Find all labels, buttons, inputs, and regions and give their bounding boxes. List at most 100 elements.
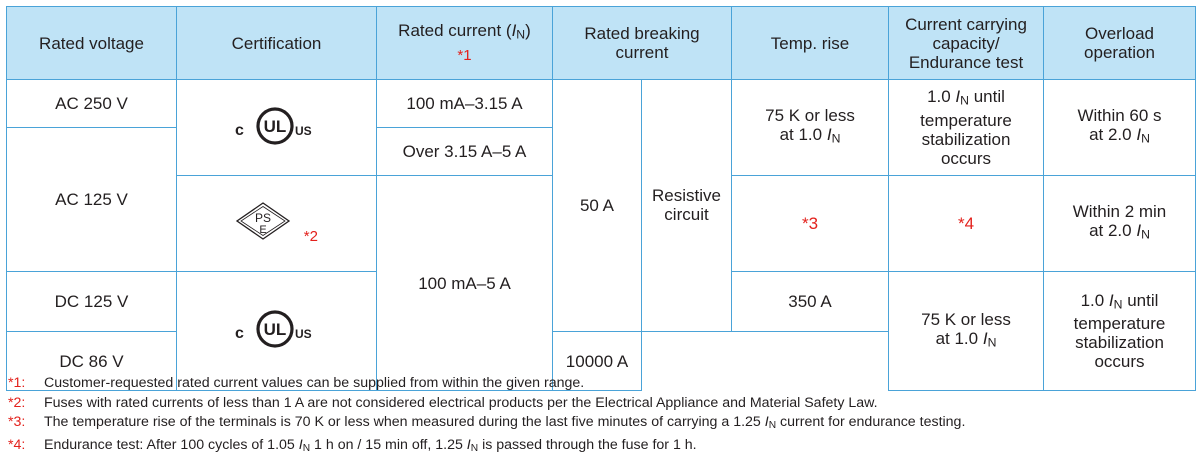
header-overload-operation: Overload operation bbox=[1043, 6, 1196, 80]
voltage-dc125: DC 125 V bbox=[6, 271, 177, 332]
ul-us-letters: US bbox=[295, 124, 312, 138]
carrying-line4: occurs bbox=[1094, 352, 1145, 372]
pse-e-letter: E bbox=[259, 224, 266, 236]
footnote-mark: *4: bbox=[8, 436, 26, 453]
header-breaking-line2: current bbox=[615, 43, 669, 62]
ul-us-letters: US bbox=[295, 327, 312, 341]
subscript-n: N bbox=[1141, 227, 1150, 242]
carrying-line2: temperature bbox=[1073, 314, 1166, 334]
footnote-text: The temperature rise of the terminals is… bbox=[44, 414, 765, 430]
temp-ul-2: 75 K or less at 1.0 IN bbox=[888, 270, 1044, 392]
footnote-4: *4: Endurance test: After 100 cycles of 1… bbox=[8, 436, 1193, 458]
ul-mark-icon: c UL US bbox=[235, 106, 312, 145]
header-current-carrying: Current carrying capacity/ Endurance tes… bbox=[888, 6, 1044, 80]
overload-line2-prefix: at 2.0 bbox=[1089, 221, 1137, 241]
symbol-i: I bbox=[1136, 221, 1142, 241]
current-range-b: Over 3.15 A–5 A bbox=[376, 127, 553, 176]
table-row: AC 125 V Over 3.15 A–5 A bbox=[6, 127, 1196, 272]
breaking-resistive: Resistive circuit bbox=[641, 79, 732, 332]
breaking-ac: 50 A bbox=[552, 79, 642, 332]
symbol-i: I bbox=[1136, 125, 1142, 145]
footnote-text: Endurance test: After 100 cycles of 1.05 bbox=[44, 436, 299, 453]
header-rated-breaking-current: Rated breaking current bbox=[552, 6, 732, 80]
footnote-text: Fuses with rated currents of less than 1… bbox=[44, 394, 878, 411]
note-ref-2: *2 bbox=[303, 228, 318, 245]
pse-ps-letters: PS bbox=[255, 211, 271, 225]
footnote-text: Customer-requested rated current values … bbox=[44, 375, 585, 391]
ul-c-letter: c bbox=[235, 122, 244, 139]
header-rated-current-text: Rated current ( bbox=[398, 21, 512, 41]
table-row: AC 250 V c UL US 100 mA–3.15 A 50 A Resi… bbox=[6, 79, 1196, 332]
subscript-n: N bbox=[1141, 131, 1150, 146]
overload-ul-1: Within 60 s at 2.0 IN bbox=[1043, 79, 1196, 176]
cert-pse-cell: PS E *2 bbox=[176, 175, 377, 272]
header-breaking-line1: Rated breaking bbox=[584, 24, 700, 43]
header-carrying-line1: Current carrying bbox=[905, 14, 1027, 34]
header-row: Rated voltage Certification Rated curren… bbox=[6, 6, 1196, 80]
symbol-i: I bbox=[764, 414, 769, 430]
subscript-n: N bbox=[987, 335, 997, 350]
subscript-n: N bbox=[831, 131, 841, 146]
header-carrying-line3: Endurance test bbox=[908, 52, 1024, 72]
cert-ul-cell-2: c UL US bbox=[176, 270, 377, 392]
ul-logo: c UL US bbox=[232, 104, 322, 148]
ul-letters: UL bbox=[263, 117, 286, 136]
header-certification: Certification bbox=[176, 6, 377, 80]
carrying-line3: stabilization bbox=[1075, 333, 1164, 353]
temp-line1: 75 K or less bbox=[921, 310, 1011, 329]
carrying-line3: stabilization bbox=[921, 129, 1011, 149]
footnote-text-end: is passed through the fuse for 1 h. bbox=[478, 436, 697, 453]
footnote-2: *2: Fuses with rated currents of less tha… bbox=[8, 394, 1193, 414]
header-rated-voltage: Rated voltage bbox=[6, 6, 177, 80]
ul-letters: UL bbox=[263, 320, 286, 339]
footnote-mark: *1: bbox=[8, 375, 26, 391]
header-carrying-line2: capacity/ bbox=[932, 33, 1000, 53]
symbol-i: I bbox=[298, 436, 303, 453]
carrying-ul-2: 1.0 IN until temperature stabilization o… bbox=[1043, 270, 1196, 392]
carrying-suffix: until bbox=[1122, 291, 1159, 310]
symbol-i: I bbox=[511, 21, 517, 41]
current-range-a: 100 mA–3.15 A bbox=[376, 79, 553, 128]
overload-line1: Within 60 s bbox=[1077, 106, 1162, 126]
subscript-n: N bbox=[768, 420, 777, 432]
table-row: DC 86 V 10000 A bbox=[6, 330, 1196, 392]
breaking-dc86: 10000 A bbox=[552, 330, 642, 392]
overload-line2-prefix: at 2.0 bbox=[1089, 125, 1137, 145]
carrying-ul-1: 1.0 IN until temperature stabilization o… bbox=[888, 79, 1044, 176]
voltage-dc86: DC 86 V bbox=[6, 330, 177, 392]
ul-logo: c UL US bbox=[232, 307, 322, 351]
subscript-n: N bbox=[302, 442, 311, 454]
footnote-3: *3: The temperature rise of the terminals… bbox=[8, 413, 1193, 436]
breaking-dc125: 350 A bbox=[731, 271, 889, 332]
note-ref-1: *1 bbox=[457, 46, 472, 64]
carrying-pse: *4 bbox=[888, 175, 1044, 272]
symbol-i: I bbox=[1108, 291, 1114, 310]
carrying-suffix: until bbox=[969, 87, 1005, 107]
resistive-line1: Resistive bbox=[652, 186, 721, 206]
carrying-prefix: 1.0 bbox=[1080, 291, 1109, 310]
header-overload-line2: operation bbox=[1084, 43, 1155, 62]
footnote-mark: *3: bbox=[8, 414, 26, 430]
overload-pse-line1: Within 2 min bbox=[1072, 202, 1167, 222]
header-temp-rise: Temp. rise bbox=[731, 6, 889, 80]
resistive-line2: circuit bbox=[664, 205, 709, 225]
voltage-ac250: AC 250 V bbox=[6, 79, 177, 128]
subscript-n: N bbox=[470, 442, 479, 454]
carrying-prefix: 1.0 bbox=[927, 87, 956, 107]
footnote-mark: *2: bbox=[8, 394, 26, 411]
overload-pse: Within 2 min at 2.0 IN bbox=[1043, 175, 1196, 272]
symbol-i: I bbox=[466, 436, 471, 453]
temp-line2-prefix: at 1.0 bbox=[935, 329, 983, 348]
header-paren-close: ) bbox=[525, 21, 531, 41]
carrying-line2: temperature bbox=[920, 110, 1012, 130]
table-row: DC 125 V c UL US 350 A 75 K or less at 1… bbox=[6, 270, 1196, 392]
subscript-n: N bbox=[1113, 297, 1123, 312]
table-row: PS E *2 100 mA–5 A *3 *4 Within 2 min at… bbox=[7, 174, 1196, 392]
footnote-text-mid: 1 h on / 15 min off, 1.25 bbox=[310, 436, 467, 453]
current-range-c: 100 mA–5 A bbox=[376, 174, 553, 392]
temp-line2-prefix: at 1.0 bbox=[779, 125, 827, 145]
header-rated-current: Rated current (IN) *1 bbox=[376, 6, 553, 80]
subscript-n: N bbox=[960, 93, 969, 108]
voltage-ac125: AC 125 V bbox=[6, 127, 177, 272]
